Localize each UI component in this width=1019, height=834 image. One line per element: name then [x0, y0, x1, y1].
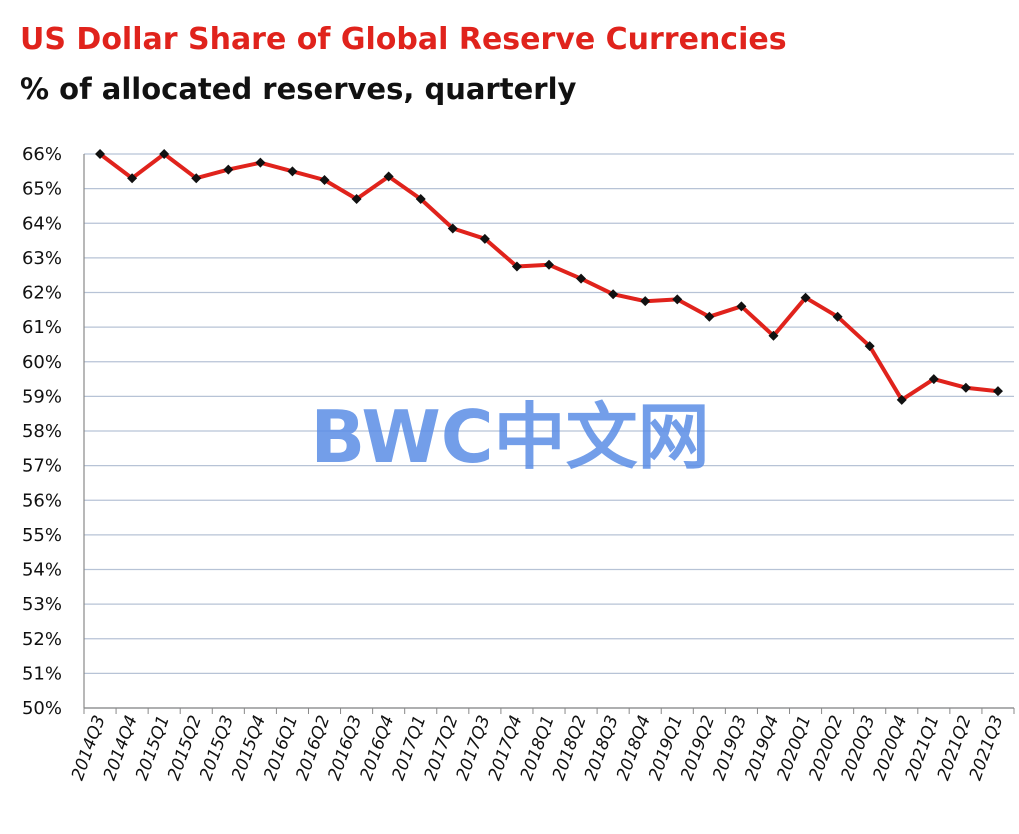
data-point	[544, 259, 554, 270]
data-point	[479, 233, 490, 244]
data-point	[736, 301, 747, 312]
y-tick-label: 55%	[22, 525, 62, 546]
data-point	[159, 149, 170, 159]
y-tick-label: 56%	[22, 490, 62, 511]
data-point	[576, 273, 587, 284]
y-tick-label: 59%	[22, 386, 62, 407]
data-point	[640, 296, 651, 307]
data-point	[704, 311, 715, 322]
data-point	[896, 394, 907, 405]
y-tick-label: 51%	[22, 663, 62, 684]
data-point	[800, 292, 811, 303]
watermark-text: BWC中文网	[310, 395, 709, 479]
data-point	[127, 173, 138, 184]
y-tick-label: 63%	[22, 248, 62, 269]
data-point	[319, 174, 330, 185]
y-tick-label: 66%	[22, 144, 62, 165]
data-point	[383, 171, 394, 182]
data-point	[608, 289, 619, 300]
y-tick-label: 61%	[22, 317, 62, 338]
series-line	[98, 152, 999, 402]
data-point	[960, 382, 971, 393]
data-point	[447, 223, 458, 234]
y-tick-label: 50%	[22, 698, 62, 719]
chart-subtitle: % of allocated reserves, quarterly	[20, 72, 577, 106]
data-point	[415, 194, 426, 205]
data-point	[191, 173, 202, 184]
y-tick-label: 57%	[22, 456, 62, 477]
data-point	[992, 386, 1003, 397]
y-tick-label: 52%	[22, 629, 62, 650]
gridlines	[84, 153, 1014, 709]
y-tick-label: 58%	[22, 421, 62, 442]
chart-title: US Dollar Share of Global Reserve Curren…	[20, 22, 787, 57]
y-tick-label: 62%	[22, 283, 62, 304]
y-tick-label: 54%	[22, 560, 62, 581]
y-tick-label: 65%	[22, 179, 62, 200]
data-point	[351, 194, 362, 205]
series-markers	[95, 149, 1003, 405]
data-point	[832, 311, 843, 322]
y-axis: 50% 51% 52% 53% 54% 55% 56% 57% 58% 59% 60% 61% 62% 6…	[22, 144, 85, 719]
data-point	[768, 330, 779, 341]
data-point	[287, 166, 298, 177]
data-point	[864, 341, 875, 352]
data-point	[255, 157, 266, 168]
data-point	[95, 149, 106, 159]
data-point	[672, 294, 683, 305]
data-point	[511, 261, 522, 272]
y-tick-label: 53%	[22, 594, 62, 615]
data-point	[223, 164, 234, 175]
x-axis: 2014Q32014Q42015Q12015Q22015Q32015Q42016…	[68, 707, 1015, 783]
data-point	[928, 374, 939, 385]
y-tick-label: 64%	[22, 213, 62, 234]
series-line-path	[98, 152, 999, 402]
y-tick-label: 60%	[22, 352, 62, 373]
